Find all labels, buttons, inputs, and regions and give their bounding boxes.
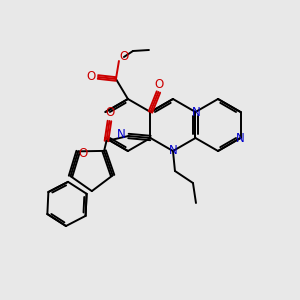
- Text: O: O: [106, 106, 115, 119]
- Text: N: N: [192, 106, 201, 118]
- Text: O: O: [119, 50, 129, 64]
- Text: N: N: [236, 131, 245, 145]
- Text: O: O: [79, 147, 88, 160]
- Text: N: N: [117, 128, 126, 142]
- Text: O: O: [155, 79, 164, 92]
- Text: O: O: [86, 70, 96, 83]
- Text: N: N: [169, 145, 177, 158]
